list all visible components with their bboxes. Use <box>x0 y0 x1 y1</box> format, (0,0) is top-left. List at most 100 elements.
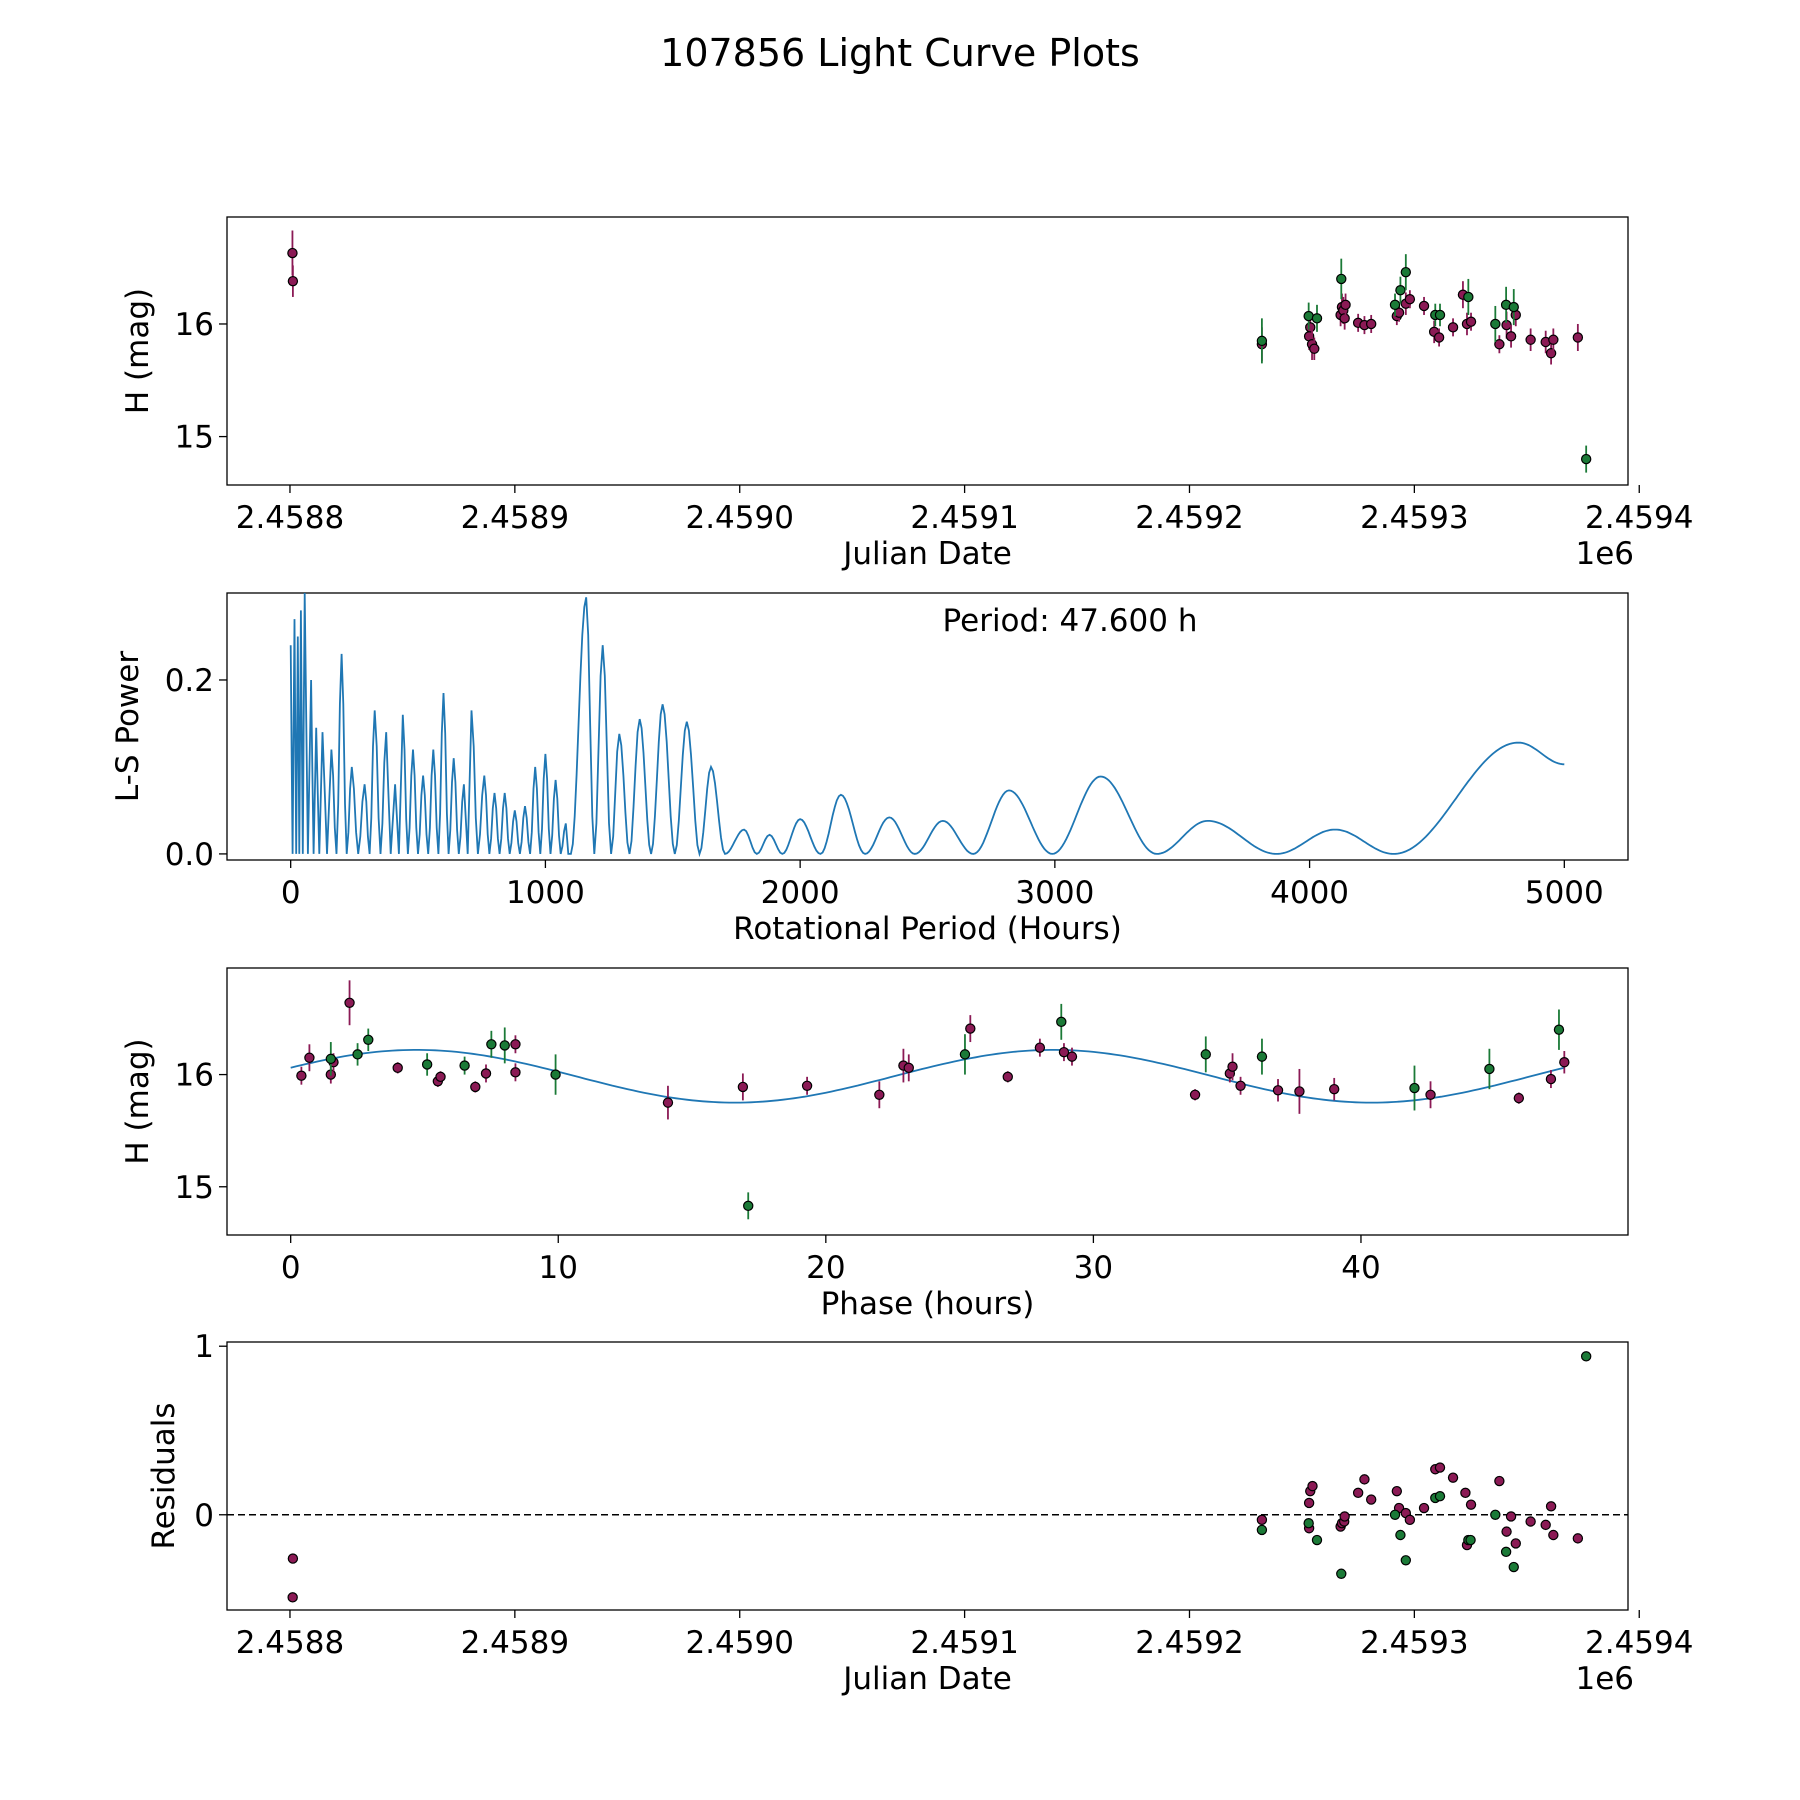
phased-point-magenta <box>1272 1085 1284 1096</box>
residuals-point-green <box>1490 1509 1501 1520</box>
periodogram-xtick-label: 2000 <box>761 875 840 911</box>
phased-point-magenta <box>304 1052 315 1063</box>
residuals-point-green <box>1434 1491 1446 1502</box>
phased-xtick-label: 30 <box>1074 1250 1113 1286</box>
residuals-xtick-label: 2.4593 <box>1360 1625 1468 1661</box>
lightcurve-point-magenta <box>1433 332 1445 343</box>
lightcurve-point-green <box>1508 301 1519 313</box>
periodogram-ylabel: L-S Power <box>110 651 146 802</box>
residuals-point-magenta <box>1256 1514 1268 1526</box>
phased-point-magenta <box>296 1070 307 1081</box>
residuals-point-magenta <box>1465 1499 1477 1510</box>
lightcurve-point-green <box>1395 284 1406 296</box>
lightcurve-point-magenta <box>1548 334 1559 345</box>
lightcurve-xtick-label: 2.4592 <box>1135 500 1243 536</box>
phased-point-magenta <box>874 1089 885 1100</box>
residuals-point-magenta <box>1404 1514 1416 1526</box>
phased-point-magenta <box>1002 1071 1013 1083</box>
phased-point-magenta <box>1034 1042 1046 1053</box>
periodogram-panel: 0 1000 2000 3000 4000 5000 0.0 0.2 Rotational Pe… <box>110 592 1629 947</box>
lightcurve-point-magenta <box>1365 318 1377 330</box>
phased-point-magenta <box>392 1062 403 1074</box>
lightcurve-point-green <box>1311 313 1323 324</box>
residuals-point-green <box>1400 1555 1412 1566</box>
periodogram-xtick-label: 5000 <box>1525 875 1604 911</box>
periodogram-xtick-label: 4000 <box>1270 875 1349 911</box>
periodogram-ytick-label: 0.2 <box>165 663 214 699</box>
phased-point-green <box>1200 1049 1211 1060</box>
lightcurve-point-magenta <box>1494 339 1505 350</box>
residuals-point-magenta <box>287 1592 298 1603</box>
residuals-point-magenta <box>1545 1501 1557 1512</box>
phased-point-green <box>1409 1082 1420 1094</box>
phased-point-green <box>486 1039 497 1050</box>
phased-ylabel: H (mag) <box>120 1038 156 1164</box>
lightcurve-point-green <box>1389 299 1401 311</box>
lightcurve-point-magenta <box>1418 300 1430 312</box>
phased-point-magenta <box>1227 1061 1238 1072</box>
lightcurve-point-magenta <box>1340 299 1351 311</box>
phased-point-green <box>352 1049 363 1060</box>
lightcurve-ytick-label: 15 <box>175 420 214 456</box>
phased-point-magenta <box>1058 1046 1070 1058</box>
residuals-point-magenta <box>1339 1511 1350 1522</box>
residuals-point-magenta <box>1501 1526 1512 1537</box>
residuals-point-magenta <box>1391 1485 1403 1497</box>
periodogram-xtick-label: 0 <box>281 875 301 911</box>
residuals-point-magenta <box>1572 1533 1584 1544</box>
residuals-point-magenta <box>1359 1474 1370 1485</box>
phased-point-magenta <box>1189 1089 1201 1100</box>
phased-xtick-label: 20 <box>806 1250 845 1286</box>
period-annotation: Period: 47.600 h <box>943 603 1198 639</box>
periodogram-xlabel: Rotational Period (Hours) <box>733 911 1122 947</box>
residuals-point-green <box>1303 1517 1314 1529</box>
residuals-panel: 2.4588 2.4589 2.4590 2.4591 2.4592 2.4593 2.45… <box>146 1329 1693 1697</box>
phased-point-magenta <box>801 1080 813 1091</box>
phased-point-green <box>743 1200 754 1212</box>
residuals-xtick-label: 2.4594 <box>1585 1625 1693 1661</box>
phased-point-magenta <box>1545 1073 1557 1085</box>
residuals-point-magenta <box>1525 1516 1536 1527</box>
phased-point-magenta <box>1425 1089 1436 1100</box>
phased-point-magenta <box>965 1023 976 1034</box>
residuals-point-magenta <box>1548 1529 1559 1541</box>
lightcurve-point-magenta <box>1525 334 1536 345</box>
phased-fit-curve <box>290 1049 1565 1104</box>
phased-point-green <box>1256 1051 1268 1062</box>
phased-point-green <box>363 1034 374 1045</box>
residuals-point-green <box>1256 1524 1268 1536</box>
residuals-point-green <box>1580 1351 1592 1362</box>
lightcurve-point-magenta <box>287 247 298 259</box>
lightcurve-ylabel: H (mag) <box>120 288 156 414</box>
phased-point-magenta <box>1066 1051 1078 1062</box>
periodogram-series-line <box>289 592 1565 858</box>
phased-point-green <box>1484 1063 1495 1075</box>
residuals-xtick-label: 2.4591 <box>910 1625 1018 1661</box>
lightcurve-point-magenta <box>287 275 299 287</box>
lightcurve-xtick-label: 2.4591 <box>910 500 1018 536</box>
lightcurve-point-magenta <box>1505 331 1517 342</box>
residuals-point-magenta <box>1510 1538 1521 1549</box>
lightcurve-point-green <box>1580 453 1592 465</box>
residuals-ytick-label: 0 <box>194 1498 214 1534</box>
plots-container: 2.4588 2.4589 2.4590 2.4591 2.4592 2.4593 2.45… <box>110 216 1693 1697</box>
phased-point-magenta <box>1559 1057 1570 1068</box>
lightcurve-point-magenta <box>1572 332 1584 343</box>
lightcurve-xtick-label: 2.4589 <box>461 500 569 536</box>
lightcurve-ytick-label: 16 <box>175 307 214 343</box>
lightcurve-xtick-label: 2.4588 <box>236 500 344 536</box>
phased-point-magenta <box>903 1062 914 1074</box>
phased-point-magenta <box>1235 1080 1246 1091</box>
residuals-point-magenta <box>1505 1511 1517 1522</box>
residuals-ylabel: Residuals <box>146 1402 182 1549</box>
residuals-point-green <box>1465 1534 1476 1546</box>
phased-point-magenta <box>737 1081 749 1093</box>
lightcurve-xlabel: Julian Date <box>841 536 1012 572</box>
phased-point-green <box>459 1060 470 1071</box>
lightcurve-xtick-label: 2.4594 <box>1585 500 1693 536</box>
residuals-point-magenta <box>1303 1497 1315 1509</box>
periodogram-xtick-label: 1000 <box>506 875 585 911</box>
periodogram-frame <box>226 592 1629 861</box>
residuals-ytick-label: 1 <box>194 1329 214 1365</box>
